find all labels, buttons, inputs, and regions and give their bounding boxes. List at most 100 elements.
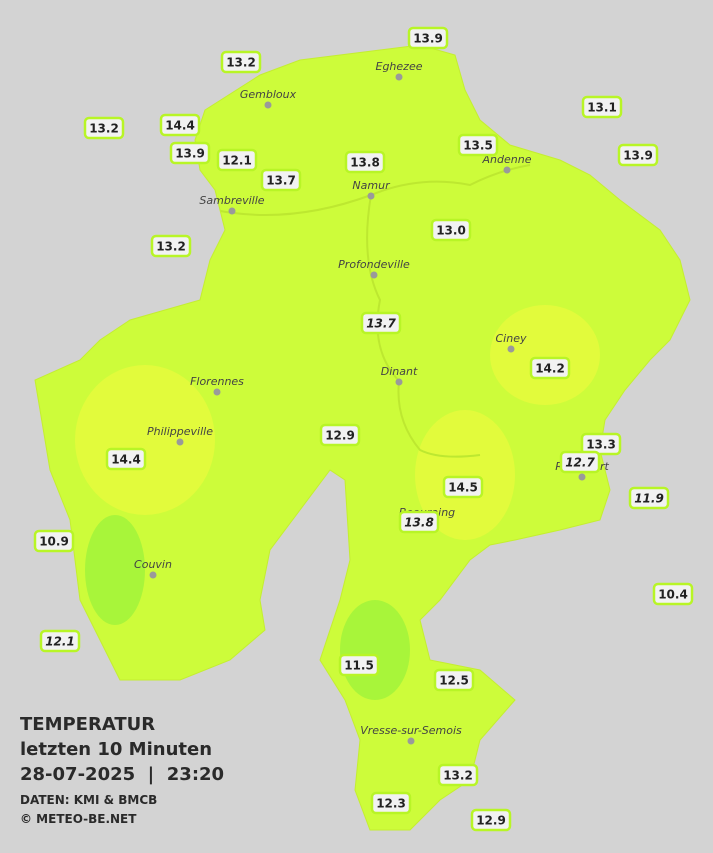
reading: 13.9 [623,149,653,163]
reading: 13.2 [226,56,256,70]
reading: 10.4 [658,588,688,602]
reading: 12.9 [325,429,355,443]
city-name: Namur [352,179,391,192]
credit: DATEN: KMI & BMCB [20,793,157,807]
reading: 13.2 [89,122,119,136]
reading-box [338,653,380,677]
reading: 13.1 [587,101,617,115]
city-dot [507,345,515,353]
reading: 13.8 [350,156,380,170]
reading-box [159,113,201,137]
city-name: Profondeville [338,258,410,271]
reading-box [580,432,622,456]
reading-box [344,150,386,174]
legend: TEMPERATUR letzten 10 Minuten 28-07-2025… [20,714,224,826]
city-name: Couvin [134,558,172,571]
reading-box [470,808,512,832]
city-dot [367,192,375,200]
reading: 14.4 [165,119,195,133]
reading-box [529,356,571,380]
reading: 13.2 [156,240,186,254]
reading: 13.7 [366,317,396,331]
reading: 13.7 [266,174,296,188]
city-dot [264,101,272,109]
city-dot [578,473,586,481]
reading: 13.0 [436,224,466,238]
city-name: Gembloux [240,88,297,101]
city-name: Ciney [496,332,527,345]
city-name: Vresse-sur-Semois [360,724,462,737]
reading-box [430,218,472,242]
city-name: Sambreville [199,194,264,207]
reading: 12.3 [376,797,406,811]
river [214,164,531,216]
city-dot [149,571,157,579]
reading-box [105,447,147,471]
reading: 14.4 [111,453,141,467]
city-dot [370,271,378,279]
reading-box [169,141,211,165]
reading-box [398,510,440,534]
city-dot [395,73,403,81]
river [366,194,481,458]
reading: 13.9 [175,147,205,161]
city-dot [228,207,236,215]
cool-zone [85,515,145,625]
reading-box [319,423,361,447]
reading-box [216,148,258,172]
reading: 12.9 [476,814,506,828]
reading-box [437,763,479,787]
city-name: Philippeville [147,425,213,438]
warm-zone [75,365,215,515]
city-dot [407,737,415,745]
reading-box [433,668,475,692]
city-name: Dinant [381,365,418,378]
city-dot [213,388,221,396]
reading-box [33,529,75,553]
city-dot [395,378,403,386]
city-name: Eghezee [376,60,423,73]
reading: 12.1 [45,635,75,649]
reading: 13.9 [413,32,443,46]
reading: 12.1 [222,154,252,168]
city-name: Florennes [190,375,244,388]
reading-box [370,791,412,815]
reading: 12.5 [439,674,469,688]
reading-box [83,116,125,140]
title-line: letzten 10 Minuten [20,739,212,760]
reading-box [39,629,81,653]
reading: 13.5 [463,139,493,153]
city-dot [176,438,184,446]
title-line: 28-07-2025 | 23:20 [20,764,224,785]
reading: 13.3 [586,438,616,452]
reading-box [652,582,694,606]
reading: 14.2 [535,362,565,376]
reading: 13.8 [404,516,434,530]
warm-zone [490,305,600,405]
title-line: TEMPERATUR [20,714,155,735]
reading: 10.9 [39,535,69,549]
city-dot [503,166,511,174]
reading: 12.7 [565,456,595,470]
reading-box [559,450,601,474]
reading-box [442,475,484,499]
reading-box [360,311,402,335]
reading-box [617,143,659,167]
province-border [34,44,691,831]
reading-box [220,50,262,74]
reading: 14.5 [448,481,478,495]
reading-box [150,234,192,258]
cool-zone [340,600,410,700]
credit: © METEO-BE.NET [20,812,137,826]
city-name: Andenne [482,153,532,166]
reading-box [457,133,499,157]
reading-box [581,95,623,119]
warm-zone [415,410,515,540]
readings: 13.9 13.2 13.2 14.4 13.1 13.9 12.1 13.5 13.8 13.9… [33,26,694,832]
reading-box [628,486,670,510]
reading-box [407,26,449,50]
reading: 11.5 [344,659,374,673]
reading: 11.9 [634,492,664,506]
reading: 13.2 [443,769,473,783]
